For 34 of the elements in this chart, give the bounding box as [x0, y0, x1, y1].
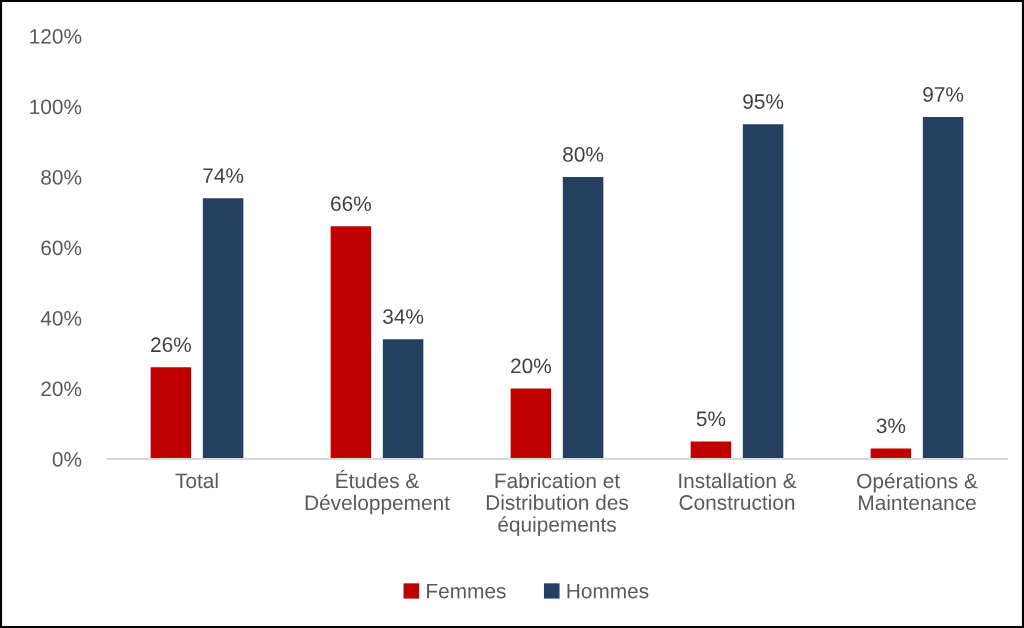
- data-label: 80%: [563, 147, 604, 162]
- x-tick-label: Fabrication et Distribution des équipements: [486, 472, 629, 536]
- data-label: 97%: [923, 87, 964, 102]
- bar: [510, 388, 552, 459]
- y-tick-label: 0%: [52, 452, 82, 467]
- data-label: 34%: [383, 309, 424, 324]
- x-tick-label: Installation & Construction: [679, 472, 797, 510]
- y-tick-label: 40%: [40, 311, 82, 326]
- x-tick-label: Opérations & Maintenance: [857, 472, 978, 511]
- data-label: 66%: [331, 196, 372, 212]
- data-label: 26%: [151, 337, 192, 353]
- bar: [330, 226, 372, 459]
- legend-label: Femmes: [427, 583, 506, 599]
- bar: [562, 177, 604, 459]
- bar: [922, 117, 964, 459]
- data-label: 3%: [876, 418, 906, 434]
- bar: [690, 441, 732, 459]
- bar: [202, 198, 244, 459]
- y-tick-label: 120%: [30, 29, 82, 44]
- data-label: 74%: [203, 168, 244, 183]
- bar: [150, 367, 192, 459]
- bar: [382, 339, 424, 459]
- y-tick-label: 20%: [41, 381, 82, 397]
- x-tick-label: Études & Développement: [305, 469, 450, 515]
- y-tick-label: 60%: [41, 240, 82, 256]
- data-label: 5%: [696, 411, 726, 427]
- y-tick-label: 80%: [41, 170, 82, 185]
- bar: [870, 448, 912, 459]
- data-label: 95%: [743, 94, 784, 109]
- y-tick-label: 100%: [30, 99, 82, 115]
- legend-label: Hommes: [567, 583, 649, 599]
- data-label: 20%: [511, 358, 552, 374]
- bar: [742, 124, 784, 459]
- x-tick-label: Total: [175, 472, 218, 489]
